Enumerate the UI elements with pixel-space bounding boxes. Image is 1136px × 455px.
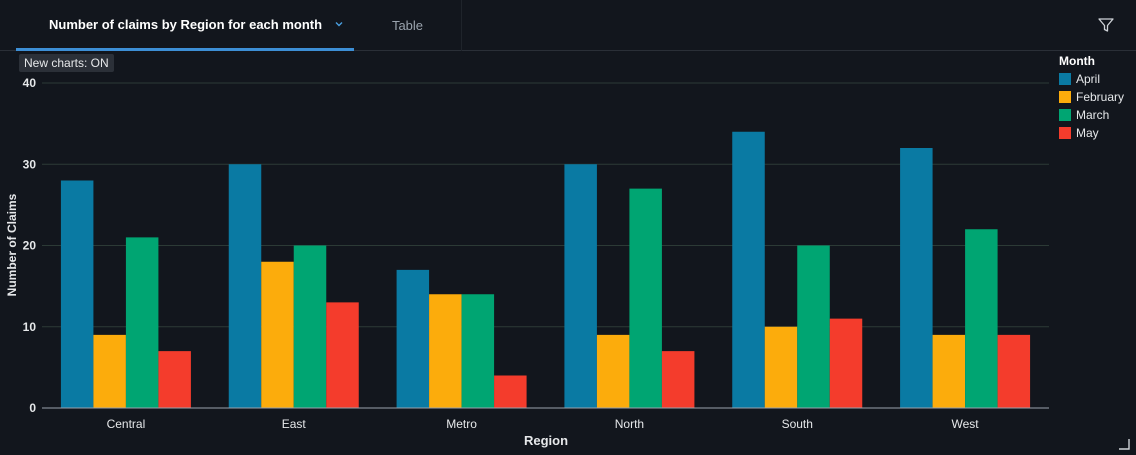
legend-swatch-april: [1059, 73, 1071, 85]
x-tick-labels: Central East Metro North South West: [107, 417, 980, 431]
bar-april-west[interactable]: [900, 148, 933, 408]
tab-chart[interactable]: Number of claims by Region for each mont…: [16, 0, 354, 51]
bar-march-east[interactable]: [293, 245, 327, 409]
y-tick-labels: 0 10 20 30 40: [23, 76, 37, 415]
new-charts-badge[interactable]: New charts: ON: [19, 54, 114, 72]
chevron-down-icon[interactable]: [334, 19, 344, 29]
bar-february-central[interactable]: [93, 334, 126, 408]
y-tick-label: 20: [23, 239, 37, 253]
bar-march-south[interactable]: [797, 245, 830, 409]
bar-may-east[interactable]: [326, 302, 359, 408]
x-tick-label: East: [282, 417, 307, 431]
y-axis-title: Number of Claims: [5, 193, 19, 296]
resize-handle-icon[interactable]: [1118, 438, 1130, 450]
y-tick-label: 30: [23, 157, 37, 171]
bar-february-west[interactable]: [932, 334, 966, 408]
x-axis-title: Region: [524, 433, 568, 448]
bar-april-south[interactable]: [732, 131, 765, 408]
y-tick-label: 10: [23, 320, 37, 334]
x-tick-label: Metro: [446, 417, 477, 431]
x-tick-label: West: [952, 417, 980, 431]
y-tick-label: 40: [23, 76, 37, 90]
bar-may-central[interactable]: [158, 351, 191, 408]
bar-february-east[interactable]: [261, 261, 294, 408]
bar-march-central[interactable]: [125, 237, 159, 408]
legend-label-may[interactable]: May: [1076, 126, 1099, 140]
bar-april-east[interactable]: [228, 164, 262, 408]
bar-may-west[interactable]: [997, 334, 1031, 408]
bar-march-west[interactable]: [965, 229, 998, 408]
tab-table[interactable]: Table: [354, 0, 462, 51]
tab-table-label: Table: [391, 18, 424, 33]
x-tick-label: North: [615, 417, 644, 431]
bar-april-metro[interactable]: [396, 269, 430, 408]
legend-swatch-march: [1059, 109, 1071, 121]
x-tick-label: South: [782, 417, 813, 431]
y-tick-label: 0: [29, 401, 36, 415]
x-tick-label: Central: [107, 417, 146, 431]
bar-may-north[interactable]: [661, 351, 695, 408]
bar-april-north[interactable]: [564, 164, 597, 408]
bars: [60, 131, 1031, 409]
bar-february-north[interactable]: [596, 334, 630, 408]
legend-label-february[interactable]: February: [1076, 90, 1124, 104]
bar-march-metro[interactable]: [461, 294, 495, 408]
bar-may-south[interactable]: [829, 318, 863, 408]
legend: Month April February March May: [1059, 54, 1124, 140]
legend-swatch-may: [1059, 127, 1071, 139]
bar-february-south[interactable]: [764, 326, 798, 408]
grid-lines: [42, 82, 1049, 328]
bar-february-metro[interactable]: [429, 294, 462, 408]
filter-icon[interactable]: [1096, 15, 1116, 35]
legend-label-march[interactable]: March: [1076, 108, 1109, 122]
legend-swatch-february: [1059, 91, 1071, 103]
bar-march-north[interactable]: [629, 188, 662, 408]
bar-april-central[interactable]: [60, 180, 94, 409]
legend-title: Month: [1059, 54, 1095, 68]
bar-may-metro[interactable]: [494, 375, 527, 409]
tab-chart-label: Number of claims by Region for each mont…: [49, 16, 323, 32]
legend-label-april[interactable]: April: [1076, 72, 1100, 86]
tab-bar: Number of claims by Region for each mont…: [0, 0, 1136, 51]
